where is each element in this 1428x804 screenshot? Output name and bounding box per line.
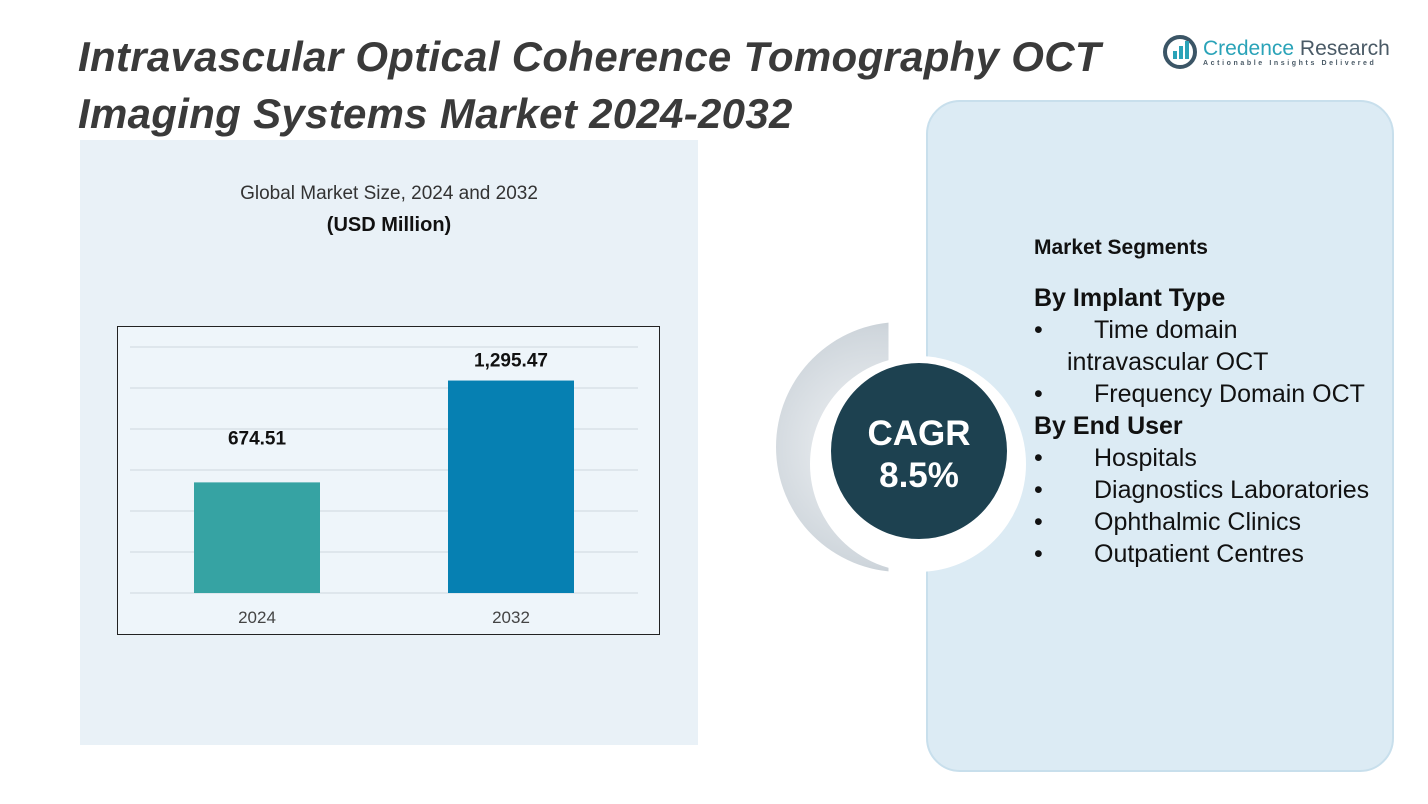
title-line-1: Intravascular Optical Coherence Tomograp… xyxy=(78,33,1101,80)
segment-item-label: Time domain intravascular OCT xyxy=(1067,316,1269,376)
bar-2024 xyxy=(194,482,320,593)
x-tick-label: 2024 xyxy=(238,608,276,627)
segment-item-label: Outpatient Centres xyxy=(1094,540,1304,568)
chart-svg: 674.51 2024 1,295.47 2032 xyxy=(130,346,638,627)
cagr-value: 8.5% xyxy=(879,456,959,495)
chart-unit: (USD Million) xyxy=(326,214,452,236)
bar-chart: 674.51 2024 1,295.47 2032 xyxy=(117,326,660,635)
segment-item-label: Frequency Domain OCT xyxy=(1094,380,1365,408)
bullet-icon: • xyxy=(1034,444,1043,472)
segment-item-label: Ophthalmic Clinics xyxy=(1094,508,1302,536)
credence-research-logo: Credence Research Actionable Insights De… xyxy=(1163,35,1390,69)
bullet-icon: • xyxy=(1034,316,1043,344)
segment-group-title: By Implant Type xyxy=(1034,284,1226,312)
segment-item: • Hospitals xyxy=(1034,442,1374,474)
cagr-label: CAGR xyxy=(867,414,971,453)
logo-name: Credence xyxy=(1203,36,1295,60)
bar-2032 xyxy=(448,380,574,593)
segment-item: • Time domain intravascular OCT xyxy=(1034,314,1374,378)
logo-chart-icon xyxy=(1163,35,1197,69)
data-label: 1,295.47 xyxy=(474,351,548,372)
segments-panel xyxy=(926,100,1394,772)
segment-item: • Frequency Domain OCT xyxy=(1034,378,1374,410)
segment-group-title: By End User xyxy=(1034,412,1183,440)
page-title: Intravascular Optical Coherence Tomograp… xyxy=(78,28,1101,142)
logo-tagline: Actionable Insights Delivered xyxy=(1203,59,1377,67)
bullet-icon: • xyxy=(1034,540,1043,568)
segment-item-label: Hospitals xyxy=(1094,444,1197,472)
bullet-icon: • xyxy=(1034,380,1043,408)
segments-heading: Market Segments xyxy=(1034,236,1208,259)
segment-item: • Diagnostics Laboratories xyxy=(1034,474,1374,506)
x-tick-label: 2032 xyxy=(492,608,530,627)
bullet-icon: • xyxy=(1034,508,1043,536)
segment-item-label: Diagnostics Laboratories xyxy=(1094,476,1370,504)
segment-item: • Outpatient Centres xyxy=(1034,538,1374,570)
title-line-2: Imaging Systems Market 2024-2032 xyxy=(78,90,793,137)
market-segments: Market Segments By Implant Type • Time dom… xyxy=(1034,236,1374,570)
cagr-badge: CAGR 8.5% xyxy=(826,358,1012,544)
segment-item: • Ophthalmic Clinics xyxy=(1034,506,1374,538)
chart-title: Global Market Size, 2024 and 2032 xyxy=(240,183,538,204)
data-label: 674.51 xyxy=(228,428,287,449)
logo-name-2: Research xyxy=(1294,36,1390,60)
bullet-icon: • xyxy=(1034,476,1043,504)
